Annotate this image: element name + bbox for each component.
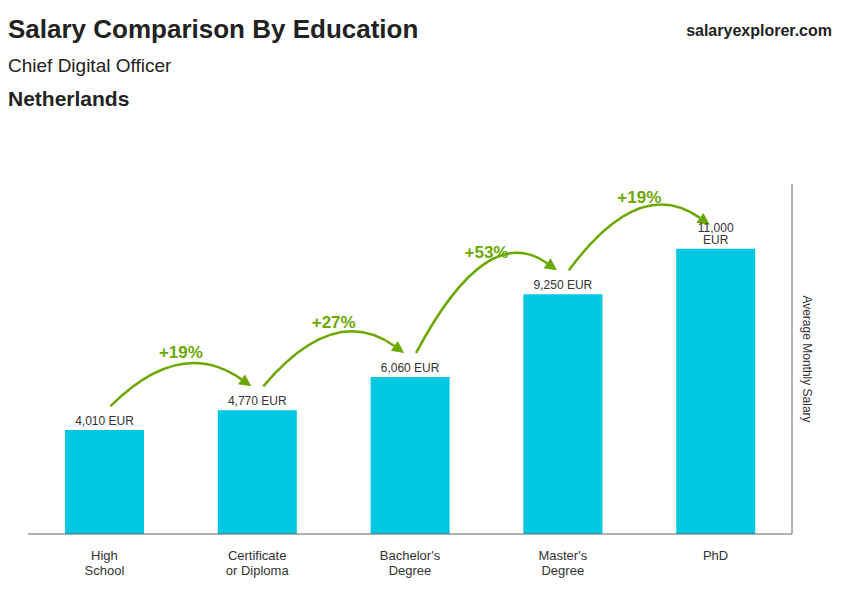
svg-text:+27%: +27% [312,313,356,332]
svg-text:Bachelor'sDegree: Bachelor'sDegree [380,548,441,578]
html-text:Chief Digital Officer: Chief Digital Officer [8,55,172,76]
svg-text:PhD: PhD [703,548,728,563]
svg-text:+19%: +19% [159,343,203,362]
svg-text:4,770 EUR: 4,770 EUR [228,394,287,408]
svg-text:9,250 EUR: 9,250 EUR [534,278,593,292]
svg-text:Master'sDegree: Master'sDegree [538,548,587,578]
svg-text:11,000EUR: 11,000EUR [698,221,734,247]
html-text:salaryexplorer.com: salaryexplorer.com [686,22,832,39]
svg-text:HighSchool: HighSchool [85,548,125,578]
svg-text:+19%: +19% [617,188,661,207]
svg-text:Average Monthly Salary: Average Monthly Salary [800,295,814,422]
svg-text:Certificateor Diploma: Certificateor Diploma [226,548,290,578]
html-text:Salary Comparison By Education: Salary Comparison By Education [8,14,419,44]
svg-text:+53%: +53% [465,243,509,262]
html-text:Netherlands: Netherlands [8,87,130,110]
svg-text:4,010 EUR: 4,010 EUR [75,414,134,428]
svg-text:6,060 EUR: 6,060 EUR [381,361,440,375]
